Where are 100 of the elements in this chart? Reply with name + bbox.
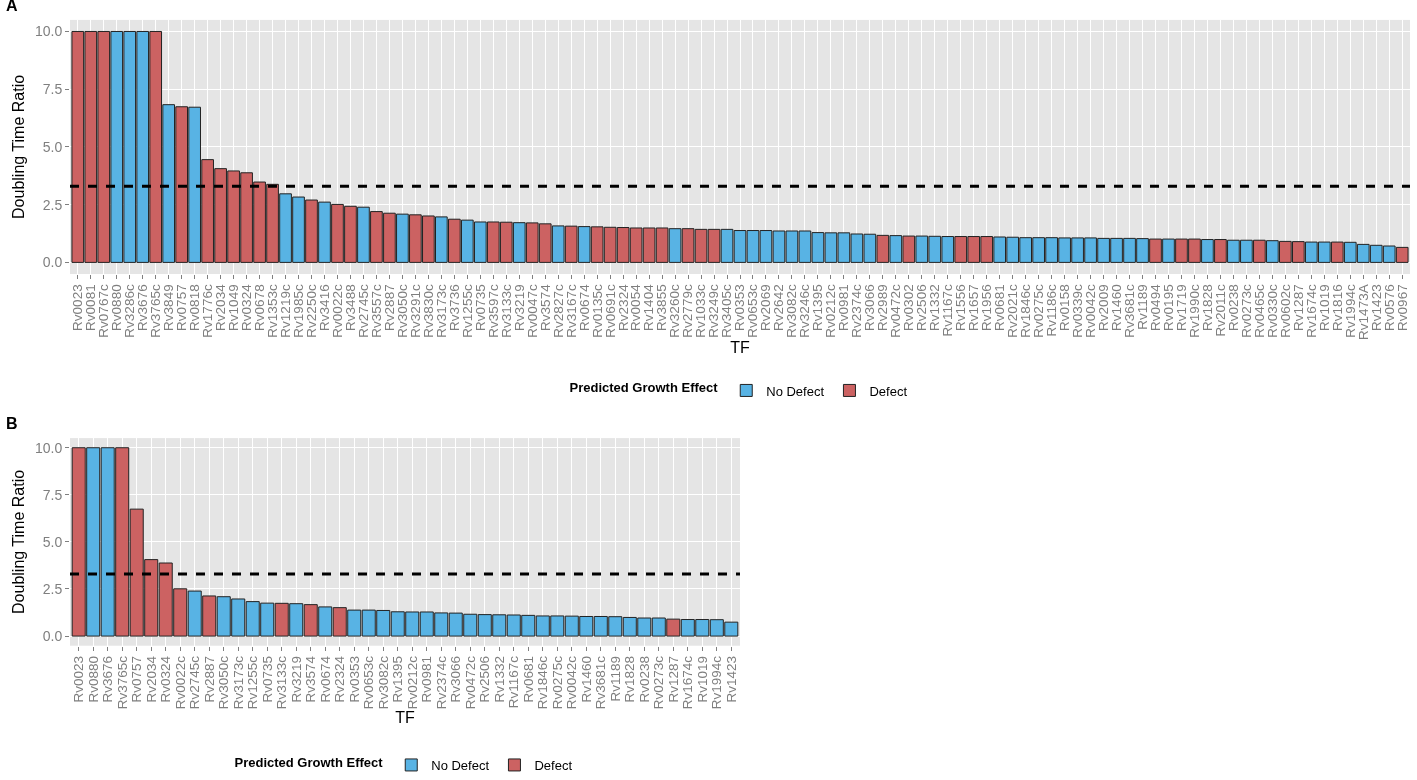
x-tick-label: Rv1167c [506, 655, 522, 709]
x-tick-label: Rv0135c [589, 284, 605, 338]
y-tick-label: 7.5 [42, 81, 63, 98]
x-tick-label: Rv1287 [1290, 284, 1306, 331]
x-tick-label: Rv1994c [1342, 284, 1358, 338]
x-tick-label: Rv0981 [419, 655, 435, 703]
x-tick-label: Rv0735 [259, 655, 275, 703]
x-tick-label: Rv2324 [615, 283, 631, 331]
y-tick-label: 0.0 [42, 254, 63, 271]
x-tick-label: Rv0674 [576, 283, 592, 331]
x-tick-label: Rv0339c [1069, 284, 1085, 338]
x-tick-label: Rv0324 [238, 283, 254, 331]
x-tick-label: Rv3681c [1121, 284, 1137, 338]
x-tick-label: Rv0465c [1251, 284, 1267, 338]
x-tick-label: Rv1985c [290, 284, 306, 338]
x-tick-label: Rv0981 [836, 284, 852, 331]
x-tick-label: Rv3219 [288, 655, 304, 703]
x-tick-label: Rv3765c [148, 284, 164, 338]
x-tick-label: Rv0324 [158, 655, 174, 703]
x-tick-label: Rv2034 [143, 655, 159, 703]
x-tick-label: Rv1019 [694, 655, 710, 703]
x-tick-label: Rv2374c [433, 655, 449, 710]
x-tick-label: Rv2989 [875, 284, 891, 331]
x-tick-label: Rv1776c [200, 284, 216, 338]
x-tick-label: Rv1219c [277, 284, 293, 338]
x-axis-title: TF [730, 338, 750, 356]
x-tick-label: Rv2021c [1005, 284, 1021, 338]
x-tick-label: Rv1846c [1018, 284, 1034, 338]
x-tick-label: Rv3488 [342, 284, 358, 331]
y-tick-label: 5.0 [42, 138, 63, 155]
x-tick-label: Rv0330c [1264, 284, 1280, 338]
x-tick-label: Rv2745c [355, 284, 371, 338]
x-tick-label: Rv0653c [361, 655, 377, 710]
x-tick-label: Rv1167c [940, 284, 956, 337]
x-tick-label: Rv0273c [1238, 284, 1254, 338]
x-tick-label: Rv3246c [797, 284, 813, 338]
x-tick-label: Rv3249c [706, 284, 722, 338]
y-tick-label: 10.0 [34, 439, 63, 456]
x-tick-label: Rv0681 [992, 284, 1008, 331]
y-tick-label: 2.5 [42, 580, 63, 597]
x-axis-title: TF [395, 709, 415, 727]
x-tick-label: Rv0022c [172, 655, 188, 710]
x-tick-label: Rv1719 [1173, 284, 1189, 331]
chart-title: B [6, 415, 18, 432]
x-tick-label: Rv3066 [862, 284, 878, 331]
x-tick-label: Rv3260c [667, 284, 683, 338]
x-tick-label: Rv1287 [665, 655, 681, 703]
legend-label: No Defect [431, 758, 490, 774]
x-tick-label: Rv3082c [375, 655, 391, 710]
x-tick-label: Rv1395 [390, 655, 406, 703]
x-tick-label: Rv0047c [524, 284, 540, 338]
x-tick-label: Rv3133c [498, 284, 514, 338]
x-tick-label: Rv1255c [245, 655, 261, 710]
x-tick-label: Rv3405c [719, 284, 735, 338]
x-tick-label: Rv3416 [316, 284, 332, 331]
y-tick-label: 7.5 [42, 486, 63, 503]
x-tick-label: Rv0353 [346, 655, 362, 703]
x-tick-label: Rv3173c [433, 284, 449, 338]
x-tick-label: Rv3681c [593, 655, 609, 710]
x-tick-label: Rv1332 [927, 284, 943, 331]
x-tick-label: Rv0212c [404, 655, 420, 710]
x-tick-label: Rv2887 [201, 655, 217, 703]
x-tick-label: Rv3291c [407, 284, 423, 338]
x-tick-label: Rv0880 [85, 655, 101, 703]
x-tick-label: Rv1556 [953, 284, 969, 331]
y-tick-label: 10.0 [34, 23, 63, 40]
y-tick-label: 2.5 [42, 196, 63, 213]
x-tick-label: Rv1189 [1134, 284, 1150, 330]
x-tick-label: Rv0494 [1147, 283, 1163, 331]
x-tick-label: Rv3219 [511, 284, 527, 331]
x-tick-label: Rv0023 [70, 284, 86, 331]
x-tick-label: Rv3849 [161, 284, 177, 331]
x-tick-label: Rv3286c [122, 284, 138, 338]
x-tick-label: Rv0275c [1031, 284, 1047, 338]
x-tick-label: Rv0042c [564, 655, 580, 710]
x-tick-label: Rv0674 [317, 655, 333, 703]
legend-label: Defect [534, 758, 573, 774]
x-tick-label: Rv0353 [732, 284, 748, 331]
x-tick-label: Rv0081 [83, 284, 99, 331]
x-tick-label: Rv3676 [135, 284, 151, 331]
x-tick-label: Rv1460 [1108, 284, 1124, 331]
legend-title: Predicted Growth Effect [234, 754, 384, 770]
x-tick-label: Rv0195 [1160, 284, 1176, 331]
legend-title: Predicted Growth Effect [569, 380, 719, 396]
x-tick-label: Rv2069 [758, 284, 774, 331]
x-tick-label: Rv0818 [187, 284, 203, 331]
x-tick-label: Rv0238 [1225, 284, 1241, 331]
x-tick-label: Rv1846c [535, 655, 551, 710]
x-tick-label: Rv3167c [563, 284, 579, 338]
x-tick-label: Rv1460 [578, 655, 594, 703]
x-tick-label: Rv0678 [251, 284, 267, 331]
x-tick-label: Rv0022c [329, 284, 345, 338]
x-tick-label: Rv3736 [446, 284, 462, 331]
x-tick-label: Rv0967 [1394, 284, 1410, 331]
x-tick-label: Rv1423 [1368, 284, 1384, 331]
x-tick-label: Rv2324 [332, 655, 348, 703]
x-tick-label: Rv0054 [628, 283, 644, 331]
legend-label: Defect [869, 383, 908, 399]
x-tick-label: Rv0602c [1277, 284, 1293, 338]
legend-label: No Defect [766, 383, 825, 399]
